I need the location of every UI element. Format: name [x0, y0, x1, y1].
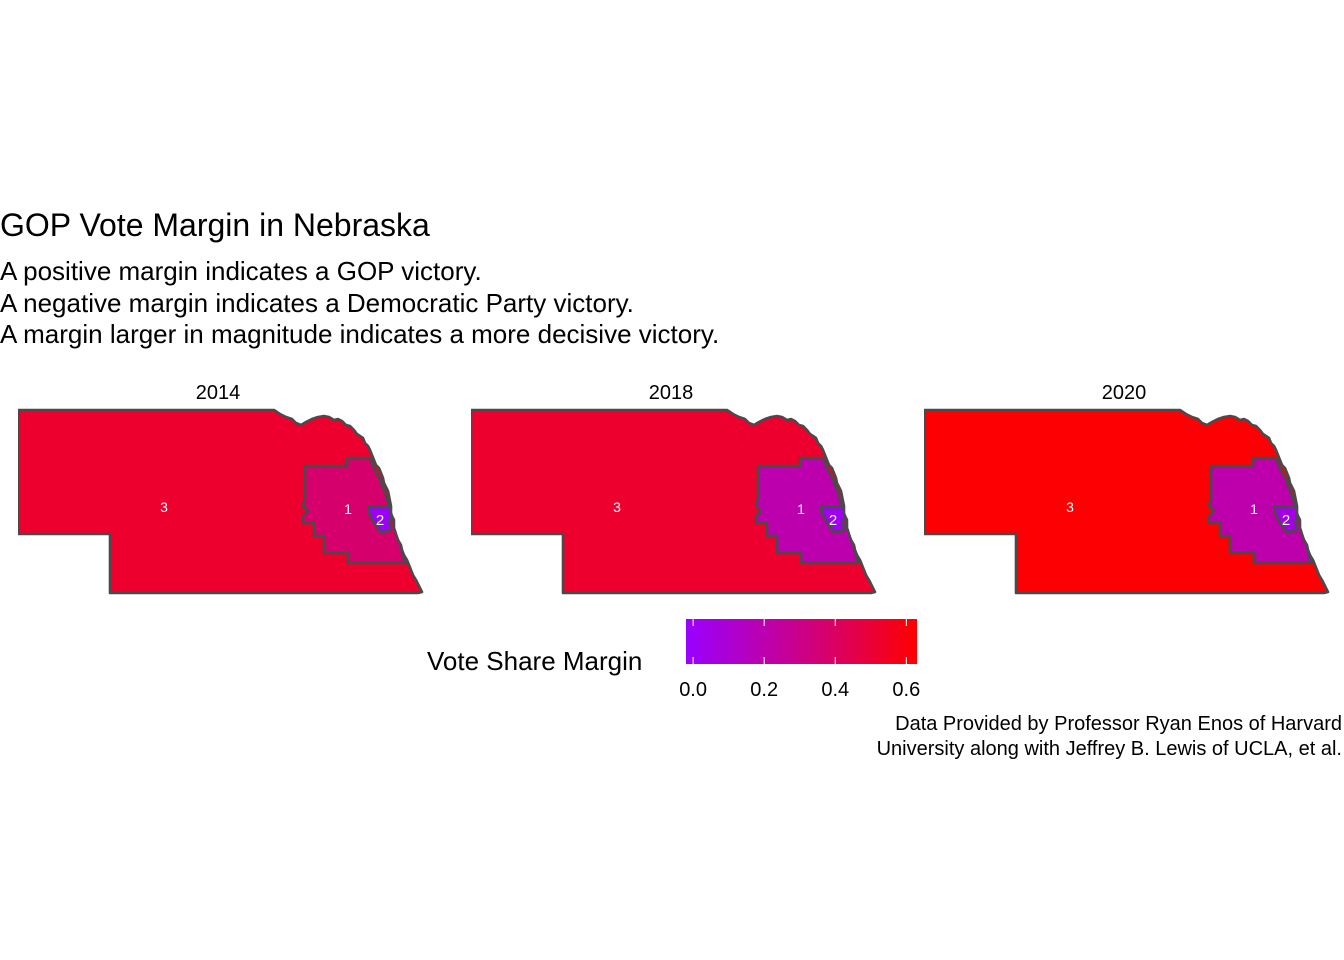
district-1-shape: [754, 456, 861, 565]
district-3-label: 3: [1066, 499, 1074, 515]
map-title: GOP Vote Margin in Nebraska: [0, 207, 430, 243]
subtitle-line: A positive margin indicates a GOP victor…: [0, 256, 482, 286]
legend-colorbar: [686, 619, 917, 664]
district-1-label: 1: [797, 501, 805, 517]
district-2-label: 2: [376, 512, 384, 529]
legend-tick-label: 0.2: [750, 679, 779, 701]
district-1-shape: [1207, 456, 1314, 565]
district-1-shape: [301, 456, 408, 565]
district-3-label: 3: [160, 499, 168, 515]
subtitle-line: A margin larger in magnitude indicates a…: [0, 319, 720, 349]
nebraska-map-2020: 3 1 2: [924, 408, 1330, 595]
subtitle-line: A negative margin indicates a Democratic…: [0, 287, 634, 318]
legend-tick-label: 0.0: [679, 679, 707, 701]
facet-label-2014: 2014: [195, 382, 241, 404]
caption-line: University along with Jeffrey B. Lewis o…: [876, 738, 1342, 760]
nebraska-map-2018: 3 1 2: [471, 408, 877, 595]
district-2-shape: [819, 505, 847, 534]
facet-label-2020: 2020: [1101, 382, 1147, 404]
district-2-shape: [366, 505, 394, 534]
facet-panels: 2014 3 1 2 2018 3 1 2 2020 3 1 2: [0, 370, 1344, 610]
district-3-label: 3: [613, 499, 621, 515]
caption-line: Data Provided by Professor Ryan Enos of …: [895, 713, 1342, 735]
district-2-shape: [1272, 505, 1300, 534]
map-caption: Data Provided by Professor Ryan Enos of …: [877, 712, 1342, 762]
district-1-label: 1: [1250, 501, 1258, 517]
district-3-shape: [18, 408, 424, 595]
district-2-label: 2: [829, 512, 837, 529]
map-subtitle: A positive margin indicates a GOP victor…: [0, 256, 719, 351]
nebraska-map-2014: 3 1 2: [18, 408, 424, 595]
district-2-label: 2: [1282, 512, 1290, 529]
district-3-shape: [924, 408, 1330, 595]
facet-label-2018: 2018: [648, 382, 694, 404]
district-3-shape: [471, 408, 877, 595]
legend-tick-label: 0.6: [892, 679, 921, 701]
legend-gradient: [686, 619, 917, 664]
legend-title: Vote Share Margin: [427, 646, 643, 676]
district-1-label: 1: [344, 501, 352, 517]
legend-tick-label: 0.4: [821, 679, 850, 701]
